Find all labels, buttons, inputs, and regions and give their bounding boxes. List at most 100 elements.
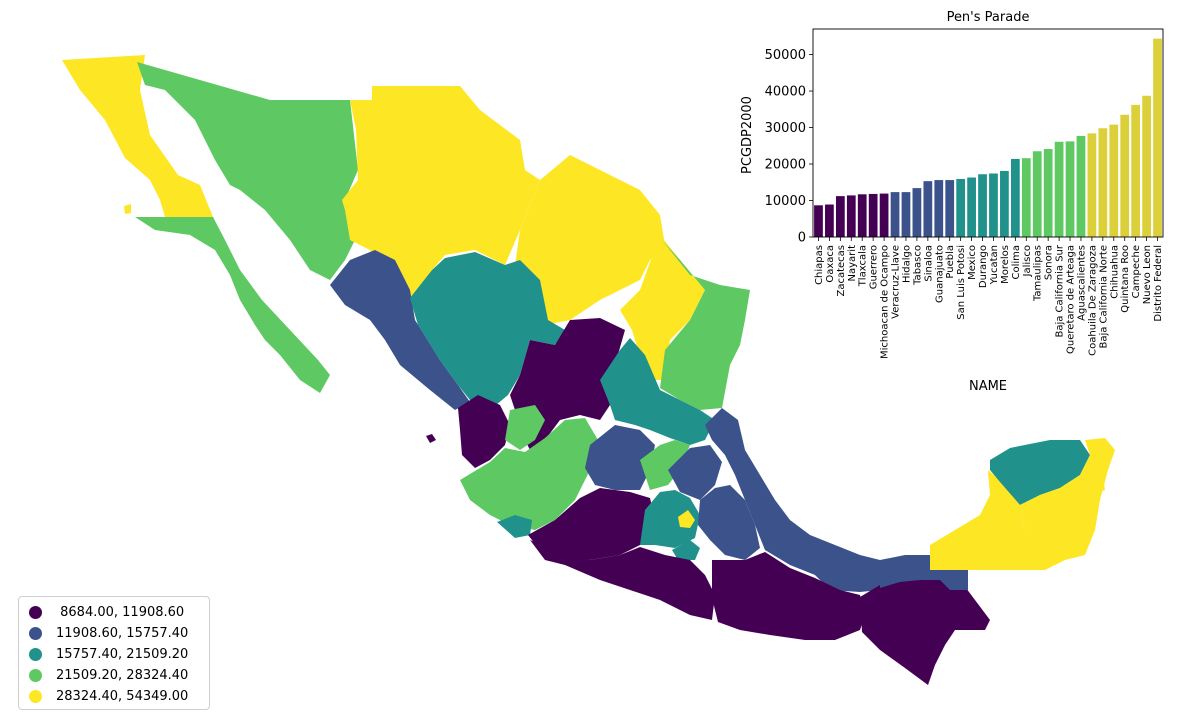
x-tick-label: Tlaxcala [858,245,869,287]
x-tick-label: Mexico [967,245,978,280]
x-tick-label: Baja California Sur [1055,244,1066,337]
bar [989,173,998,237]
legend-item: 8684.00, 11908.60 [29,602,184,622]
x-tick-label: Morelos [1000,245,1011,284]
mexico-choropleth-map [62,55,1115,685]
bar [967,177,976,237]
bar [945,180,955,237]
plot-frame [812,28,1164,238]
x-tick-label: Campeche [1131,245,1142,298]
bar [1109,124,1119,237]
x-tick-label: Sonora [1044,245,1055,280]
x-tick-label: Durango [978,245,989,288]
bar [1076,135,1086,237]
map-region [712,552,865,640]
map-region [342,86,540,300]
map-region [660,240,750,410]
legend-label: 28324.40, 54349.00 [56,688,189,704]
map-legend: 8684.00, 11908.60 11908.60, 15757.40 157… [18,596,210,710]
x-tick-label: San Luis Potosi [956,245,967,320]
x-tick-label: Sinaloa [923,245,934,282]
bar-series [814,38,1162,237]
map-region [505,405,545,450]
x-tick-label: Zacatecas [836,245,847,297]
y-tick-label: 50000 [765,48,806,63]
legend-label: 11908.60, 15757.40 [56,625,189,641]
bar [1010,158,1020,237]
bar [912,188,922,237]
legend-marker-icon [29,668,42,682]
map-region [672,540,700,560]
bar [978,174,987,237]
x-tick-label: Jalisco [1022,245,1033,277]
legend-label: 21509.20, 28324.40 [56,667,189,683]
map-region [515,155,665,325]
bar [923,181,933,237]
map-region [640,440,690,490]
map-region [698,485,760,560]
x-tick-label: Oaxaca [825,245,836,283]
legend-marker-icon [29,626,42,640]
bar [1054,141,1064,237]
y-axis-ticks: 0 10000 20000 30000 40000 50000 [765,48,813,246]
map-region [1020,438,1115,570]
map-region [124,204,131,214]
bar [1021,158,1031,237]
x-tick-label: Guanajuato [934,245,945,303]
bar [956,178,966,237]
map-region [135,217,330,393]
map-region [860,568,990,685]
x-tick-label: Aguascalientes [1076,245,1087,321]
bar [1032,151,1042,237]
bar [868,193,878,237]
bar [1120,114,1130,237]
x-tick-label: Quintana Roo [1120,245,1131,313]
map-region [990,440,1090,505]
x-tick-label: Veracruz-Llave [891,245,902,319]
bar [890,192,900,237]
x-tick-label: Yucatan [989,245,1000,285]
map-region [530,540,715,620]
y-axis-label: PCGDP2000 [740,96,755,174]
bar [814,205,823,237]
bar [934,180,944,237]
y-tick-label: 10000 [765,194,806,209]
map-region [620,235,705,380]
bar-chart: Pen's Parade PCGDP2000 NAME 0 10000 20000 3… [740,10,1164,394]
chart-title: Pen's Parade [947,10,1030,25]
map-region [460,418,598,530]
x-axis-label: NAME [969,379,1007,394]
legend-item: 21509.20, 28324.40 [29,665,188,685]
x-tick-label: Tamaulipas [1033,245,1044,302]
x-tick-label: Queretaro de Arteaga [1066,245,1077,354]
x-tick-label: Michoacan de Ocampo [880,245,891,359]
y-tick-label: 0 [798,231,806,246]
legend-item: 28324.40, 54349.00 [29,686,188,706]
map-region [640,490,700,548]
y-tick-label: 20000 [765,158,806,173]
map-region [705,408,880,592]
x-tick-label: Chiapas [814,245,825,285]
bar [1142,95,1151,237]
x-tick-label: Coahuila De Zaragoza [1087,245,1098,356]
map-region [426,434,436,443]
x-tick-label: Colima [1011,245,1022,280]
bar [835,196,845,237]
bar [879,193,889,237]
map-region [497,515,532,538]
map-region [678,510,695,528]
x-tick-label: Distrito Federal [1153,245,1164,322]
bar [901,192,911,237]
bar [1043,149,1053,237]
bar [1131,104,1141,237]
map-region [410,252,565,410]
map-region [62,55,213,217]
x-tick-label: Chihuahua [1109,245,1120,299]
map-region [930,470,1025,570]
y-tick-label: 40000 [765,85,806,100]
legend-item: 15757.40, 21509.20 [29,644,188,664]
bar [825,204,834,237]
x-tick-label: Guerrero [869,245,880,289]
x-tick-label: Baja California Norte [1098,245,1109,349]
